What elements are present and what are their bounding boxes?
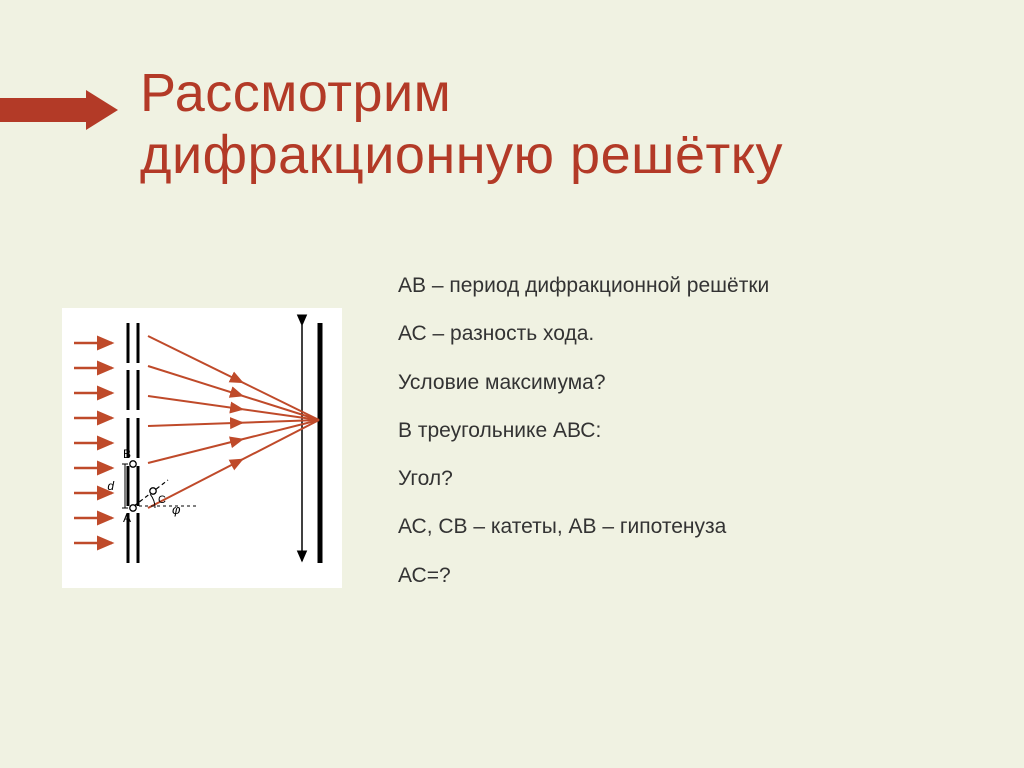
title-line-1: Рассмотрим — [140, 63, 451, 123]
slide-bullet-arrow — [0, 90, 120, 130]
slide-title: Рассмотрим дифракционную решётку — [140, 62, 964, 186]
svg-text:A: A — [123, 511, 131, 525]
svg-text:B: B — [123, 447, 131, 461]
text-line: АВ – период дифракционной решётки — [398, 262, 974, 310]
diffraction-diagram: B C Ad φ — [62, 308, 342, 588]
text-line: Условие максимума? — [398, 359, 974, 407]
text-line: АС, СВ – катеты, АВ – гипотенуза — [398, 503, 974, 551]
svg-text:φ: φ — [172, 502, 181, 517]
text-line: Угол? — [398, 455, 974, 503]
title-line-2: дифракционную решётку — [140, 125, 783, 185]
text-line: В треугольнике АВС: — [398, 407, 974, 455]
text-line: АС – разность хода. — [398, 310, 974, 358]
svg-text:d: d — [107, 479, 114, 493]
text-line: АС=? — [398, 552, 974, 600]
svg-text:C: C — [158, 494, 166, 506]
body-text: АВ – период дифракционной решётки АС – р… — [398, 262, 974, 600]
